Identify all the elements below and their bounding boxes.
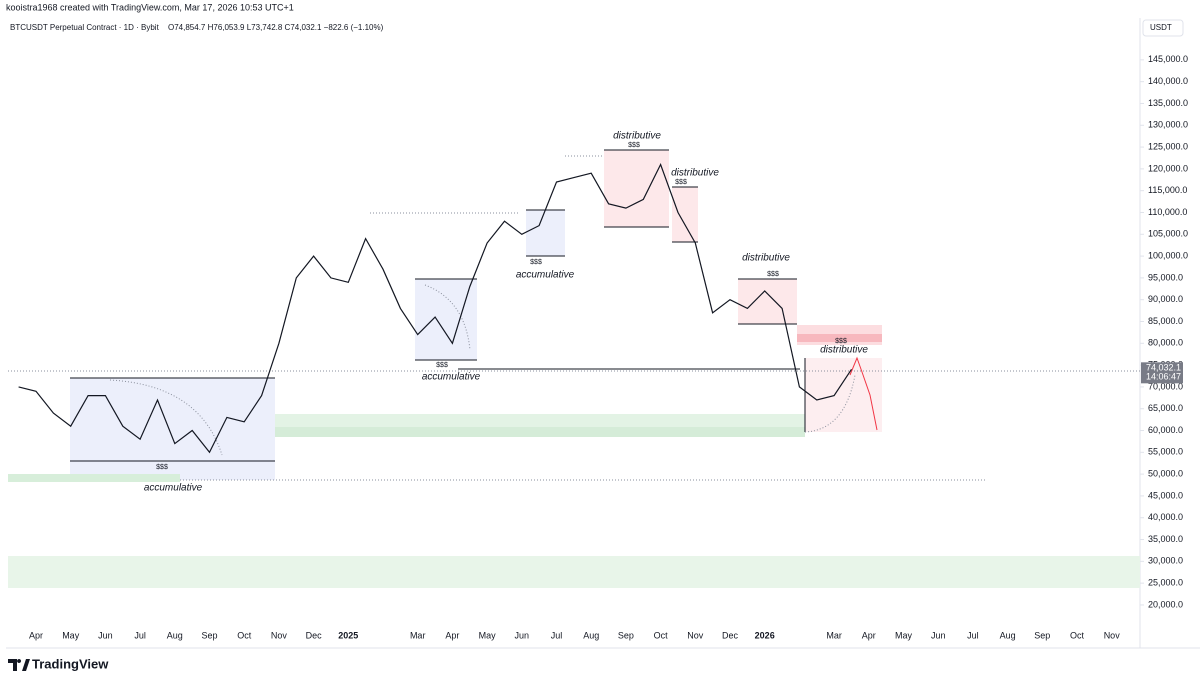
y-tick-label: 50,000.0 bbox=[1148, 468, 1183, 478]
y-tick-label: 95,000.0 bbox=[1148, 272, 1183, 282]
y-tick-label: 40,000.0 bbox=[1148, 512, 1183, 522]
annotation: $$$ bbox=[530, 259, 542, 266]
logo-mark bbox=[8, 659, 30, 671]
x-tick-label: Apr bbox=[29, 630, 43, 640]
y-tick-label: 135,000.0 bbox=[1148, 98, 1188, 108]
annotation: $$$ bbox=[156, 464, 168, 471]
annotation: distributive bbox=[613, 131, 661, 142]
price-line bbox=[18, 162, 853, 454]
demand-zone bbox=[275, 427, 805, 437]
annotation: $$$ bbox=[767, 271, 779, 278]
y-tick-label: 20,000.0 bbox=[1148, 599, 1183, 609]
x-tick-label: Sep bbox=[618, 630, 634, 640]
y-tick-label: 35,000.0 bbox=[1148, 534, 1183, 544]
x-tick-label: Dec bbox=[722, 630, 739, 640]
zones bbox=[8, 149, 1140, 588]
y-tick-label: 110,000.0 bbox=[1148, 207, 1187, 217]
annotation: accumulative bbox=[516, 270, 575, 281]
logo-text: TradingView bbox=[32, 656, 109, 671]
y-tick-label: 25,000.0 bbox=[1148, 578, 1183, 588]
x-tick-label: May bbox=[895, 630, 913, 640]
x-tick-label: Nov bbox=[1104, 630, 1121, 640]
x-tick-label: Aug bbox=[167, 630, 183, 640]
x-tick-label: Mar bbox=[410, 630, 426, 640]
y-tick-label: 100,000.0 bbox=[1148, 250, 1188, 260]
x-tick-label: Oct bbox=[1070, 630, 1085, 640]
credit: kooistra1968 created with TradingView.co… bbox=[6, 2, 294, 12]
y-tick-label: 90,000.0 bbox=[1148, 294, 1183, 304]
annotation: distributive bbox=[742, 253, 790, 264]
last-price: 74,032.1 bbox=[1146, 363, 1181, 373]
y-tick-label: 125,000.0 bbox=[1148, 141, 1188, 151]
y-tick-label: 140,000.0 bbox=[1148, 76, 1188, 86]
x-tick-label: Oct bbox=[654, 630, 669, 640]
last-price-tag bbox=[1141, 362, 1183, 384]
projection-box bbox=[805, 358, 882, 432]
chart-title: BTCUSDT Perpetual Contract · 1D · Bybit bbox=[10, 23, 160, 32]
y-tick-label: 85,000.0 bbox=[1148, 316, 1183, 326]
annotation: $$$ bbox=[628, 142, 640, 149]
curve bbox=[424, 284, 471, 351]
distribution-box bbox=[738, 279, 797, 324]
x-tick-label: 2026 bbox=[755, 630, 775, 640]
x-tick-label: Jul bbox=[134, 630, 146, 640]
distribution-box bbox=[604, 150, 669, 227]
annotation: distributive bbox=[671, 168, 719, 179]
y-tick-label: 45,000.0 bbox=[1148, 490, 1183, 500]
x-tick-label: Jun bbox=[931, 630, 946, 640]
projection bbox=[849, 356, 878, 431]
annotation: $$$ bbox=[835, 338, 847, 345]
x-tick-label: Dec bbox=[306, 630, 323, 640]
y-tick-label: 115,000.0 bbox=[1148, 185, 1187, 195]
x-tick-label: Aug bbox=[583, 630, 599, 640]
x-tick-label: Jul bbox=[551, 630, 563, 640]
annotation: distributive bbox=[820, 345, 868, 356]
y-tick-label: 65,000.0 bbox=[1148, 403, 1183, 413]
x-tick-label: Oct bbox=[237, 630, 252, 640]
y-tick-label: 55,000.0 bbox=[1148, 447, 1183, 457]
annotation: accumulative bbox=[422, 372, 481, 383]
x-tick-label: May bbox=[479, 630, 497, 640]
currency: USDT bbox=[1150, 23, 1172, 32]
y-tick-label: 130,000.0 bbox=[1148, 120, 1188, 130]
x-tick-label: May bbox=[62, 630, 80, 640]
y-tick-label: 120,000.0 bbox=[1148, 163, 1188, 173]
x-tick-label: Apr bbox=[862, 630, 876, 640]
y-tick-label: 70,000.0 bbox=[1148, 381, 1183, 391]
x-tick-label: Apr bbox=[445, 630, 459, 640]
annotation: $$$ bbox=[675, 179, 687, 186]
y-tick-label: 80,000.0 bbox=[1148, 338, 1183, 348]
accumulation-box bbox=[526, 210, 565, 256]
ohlc: O74,854.7 H76,053.9 L73,742.8 C74,032.1 … bbox=[168, 23, 384, 32]
x-tick-label: 2025 bbox=[338, 630, 358, 640]
supply-zone bbox=[797, 334, 882, 342]
x-tick-label: Sep bbox=[1034, 630, 1050, 640]
y-tick-label: 60,000.0 bbox=[1148, 425, 1183, 435]
accumulation-box bbox=[70, 378, 275, 480]
distribution-box bbox=[672, 187, 698, 242]
x-tick-label: Aug bbox=[1000, 630, 1016, 640]
accumulation-box bbox=[415, 279, 477, 360]
x-tick-label: Sep bbox=[201, 630, 217, 640]
y-tick-label: 105,000.0 bbox=[1148, 229, 1188, 239]
x-tick-label: Jul bbox=[967, 630, 979, 640]
x-tick-label: Jun bbox=[98, 630, 113, 640]
x-tick-label: Mar bbox=[826, 630, 842, 640]
currency-box bbox=[1142, 19, 1184, 37]
demand-zone bbox=[8, 556, 1140, 588]
logo: TradingView bbox=[8, 656, 109, 671]
demand-zone bbox=[8, 474, 180, 482]
y-tick-label: 30,000.0 bbox=[1148, 556, 1183, 566]
curve bbox=[804, 374, 856, 433]
annotation: accumulative bbox=[144, 483, 203, 494]
annotation: $$$ bbox=[436, 362, 448, 369]
y-tick-label: 145,000.0 bbox=[1148, 54, 1188, 64]
x-tick-label: Nov bbox=[687, 630, 704, 640]
x-tick-label: Nov bbox=[271, 630, 288, 640]
x-tick-label: Jun bbox=[515, 630, 530, 640]
countdown: 14:06:47 bbox=[1146, 372, 1181, 382]
